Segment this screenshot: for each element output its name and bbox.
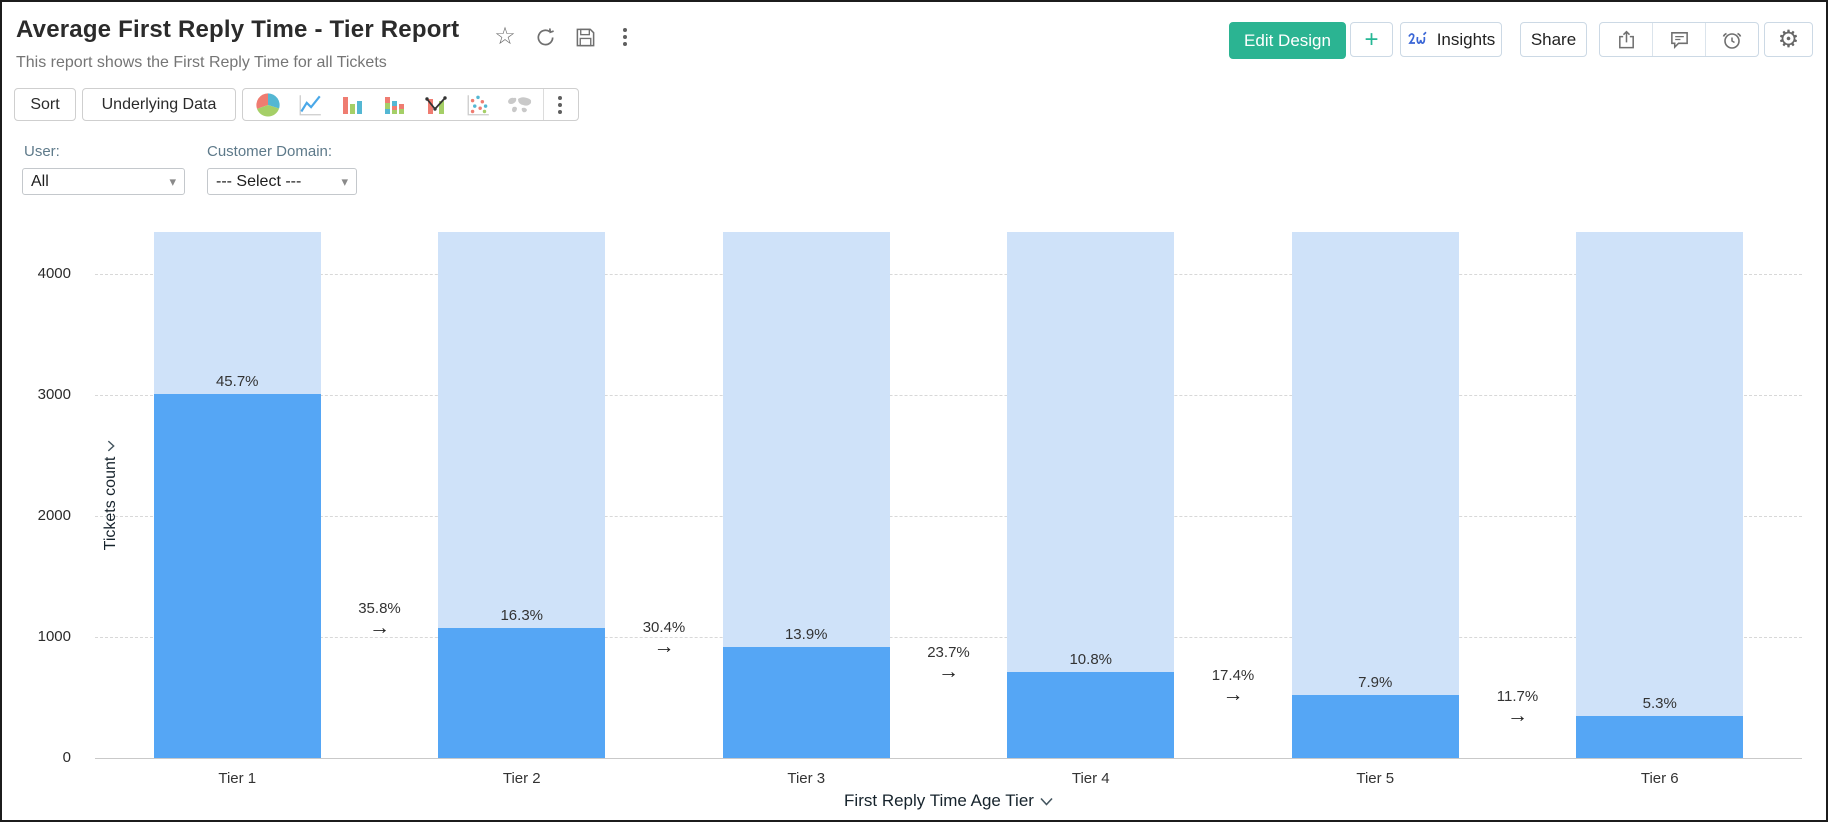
comment-icon <box>1670 32 1688 49</box>
y-axis-title-label: Tickets count <box>102 456 119 551</box>
chart-type-more-icon[interactable] <box>546 89 574 120</box>
funnel-bar-background[interactable] <box>1576 232 1744 758</box>
funnel-bar-background[interactable] <box>1291 232 1459 758</box>
y-axis-title[interactable]: Tickets count <box>102 415 120 575</box>
underlying-data-button[interactable]: Underlying Data <box>82 88 236 121</box>
bar-percent-label: 7.9% <box>1358 674 1393 691</box>
plus-icon: + <box>1364 25 1379 53</box>
customer-domain-filter-value: --- Select --- <box>216 172 302 190</box>
funnel-bar-value[interactable] <box>722 647 890 758</box>
funnel-bar-value[interactable] <box>438 628 606 758</box>
zia-insights-button[interactable]: Insights <box>1400 22 1502 57</box>
zia-icon <box>1407 31 1427 44</box>
insights-label: Insights <box>1436 29 1496 49</box>
caret-down-icon: ▾ <box>341 173 348 189</box>
funnel-bar-value[interactable] <box>153 394 321 758</box>
refresh-icon[interactable] <box>532 24 558 50</box>
header-icon-group <box>1599 22 1759 57</box>
bar-percent-label: 16.3% <box>500 607 544 624</box>
caret-down-icon: ▾ <box>169 173 176 189</box>
gear-icon: ⚙ <box>1777 26 1800 53</box>
conversion-rate-label: 23.7% <box>927 644 970 661</box>
y-tick-label: 3000 <box>37 386 71 404</box>
conversion-rate-block: 23.7% → <box>904 644 994 682</box>
favorite-star-icon[interactable]: ☆ <box>494 23 516 50</box>
chevron-down-icon <box>1040 797 1053 806</box>
save-icon-glyph <box>576 28 594 46</box>
y-tick-label: 1000 <box>37 628 71 646</box>
page-title: Average First Reply Time - Tier Report <box>16 16 460 43</box>
category-label: Tier 1 <box>218 770 257 787</box>
chart-type-switcher <box>242 88 579 121</box>
conversion-rate-label: 35.8% <box>358 600 401 617</box>
chart-strip-divider <box>543 89 544 120</box>
y-tick-label: 2000 <box>37 507 71 525</box>
comments-button[interactable] <box>1652 23 1705 56</box>
conversion-arrow-icon: → <box>653 635 675 658</box>
conversion-rate-block: 35.8% → <box>335 600 425 638</box>
conversion-arrow-icon: → <box>1222 683 1244 706</box>
conversion-arrow-icon: → <box>1507 704 1528 727</box>
chart-type-combo-icon[interactable] <box>415 89 457 120</box>
chart-type-bar-icon[interactable] <box>331 89 373 120</box>
category-label: Tier 6 <box>1640 770 1679 787</box>
customer-domain-filter-label: Customer Domain: <box>207 143 333 160</box>
title-more-options-icon[interactable] <box>612 24 638 50</box>
bar-percent-label: 45.7% <box>215 373 259 390</box>
add-button[interactable]: + <box>1350 22 1393 57</box>
y-tick-label: 4000 <box>37 265 71 283</box>
chart-type-line-icon[interactable] <box>289 89 331 120</box>
x-axis-title[interactable]: First Reply Time Age Tier <box>95 791 1802 811</box>
conversion-rate-label: 17.4% <box>1211 667 1255 684</box>
chevron-down-icon <box>107 440 115 452</box>
category-label: Tier 4 <box>1071 770 1110 787</box>
conversion-arrow-icon: → <box>369 616 390 639</box>
chart-type-scatter-icon[interactable] <box>457 89 499 120</box>
x-axis-line <box>95 758 1802 759</box>
category-label: Tier 3 <box>787 770 826 787</box>
share-button[interactable]: Share <box>1520 22 1587 57</box>
scheduled-alert-button[interactable] <box>1705 23 1758 56</box>
conversion-arrow-icon: → <box>938 660 959 683</box>
bar-percent-label: 5.3% <box>1642 695 1677 712</box>
bar-percent-label: 10.8% <box>1069 651 1113 668</box>
alarm-clock-icon <box>1722 32 1742 49</box>
gridline <box>95 274 1802 276</box>
chart-type-pie-icon[interactable] <box>247 89 289 120</box>
export-button[interactable] <box>1600 23 1652 56</box>
edit-design-button[interactable]: Edit Design <box>1229 22 1346 59</box>
gridline <box>95 637 1802 639</box>
user-filter-label: User: <box>24 143 60 160</box>
conversion-rate-label: 11.7% <box>1496 688 1539 705</box>
funnel-bar-value[interactable] <box>1007 672 1175 758</box>
gridline <box>95 516 1802 518</box>
category-label: Tier 2 <box>502 770 541 787</box>
x-axis-title-label: First Reply Time Age Tier <box>844 791 1034 810</box>
conversion-rate-label: 30.4% <box>642 619 686 636</box>
chart-type-stacked-bar-icon[interactable] <box>373 89 415 120</box>
funnel-bar-chart: 0 1000 2000 3000 4000 45.7% Tier 1 16.3% Tier 2 1… <box>38 232 1802 810</box>
bar-percent-label: 13.9% <box>784 626 828 643</box>
sort-button[interactable]: Sort <box>14 88 76 121</box>
category-label: Tier 5 <box>1356 770 1395 787</box>
funnel-bar-background[interactable] <box>1007 232 1175 758</box>
user-filter-dropdown[interactable]: All ▾ <box>22 168 185 195</box>
conversion-rate-block: 30.4% → <box>619 619 709 657</box>
page-subtitle: This report shows the First Reply Time f… <box>16 54 387 71</box>
funnel-bar-value[interactable] <box>1576 716 1744 758</box>
user-filter-value: All <box>31 172 49 190</box>
conversion-rate-block: 11.7% → <box>1473 688 1563 726</box>
save-icon[interactable] <box>572 24 598 50</box>
gridline <box>95 395 1802 397</box>
title-action-icons: ☆ <box>492 24 638 50</box>
y-tick-label: 0 <box>62 749 71 766</box>
settings-button[interactable]: ⚙ <box>1764 22 1813 57</box>
refresh-icon-glyph <box>537 27 554 45</box>
conversion-rate-block: 17.4% → <box>1188 667 1278 705</box>
customer-domain-filter-dropdown[interactable]: --- Select --- ▾ <box>207 168 357 195</box>
export-icon <box>1618 30 1634 49</box>
chart-type-map-icon[interactable] <box>499 89 541 120</box>
funnel-bar-value[interactable] <box>1291 695 1459 758</box>
